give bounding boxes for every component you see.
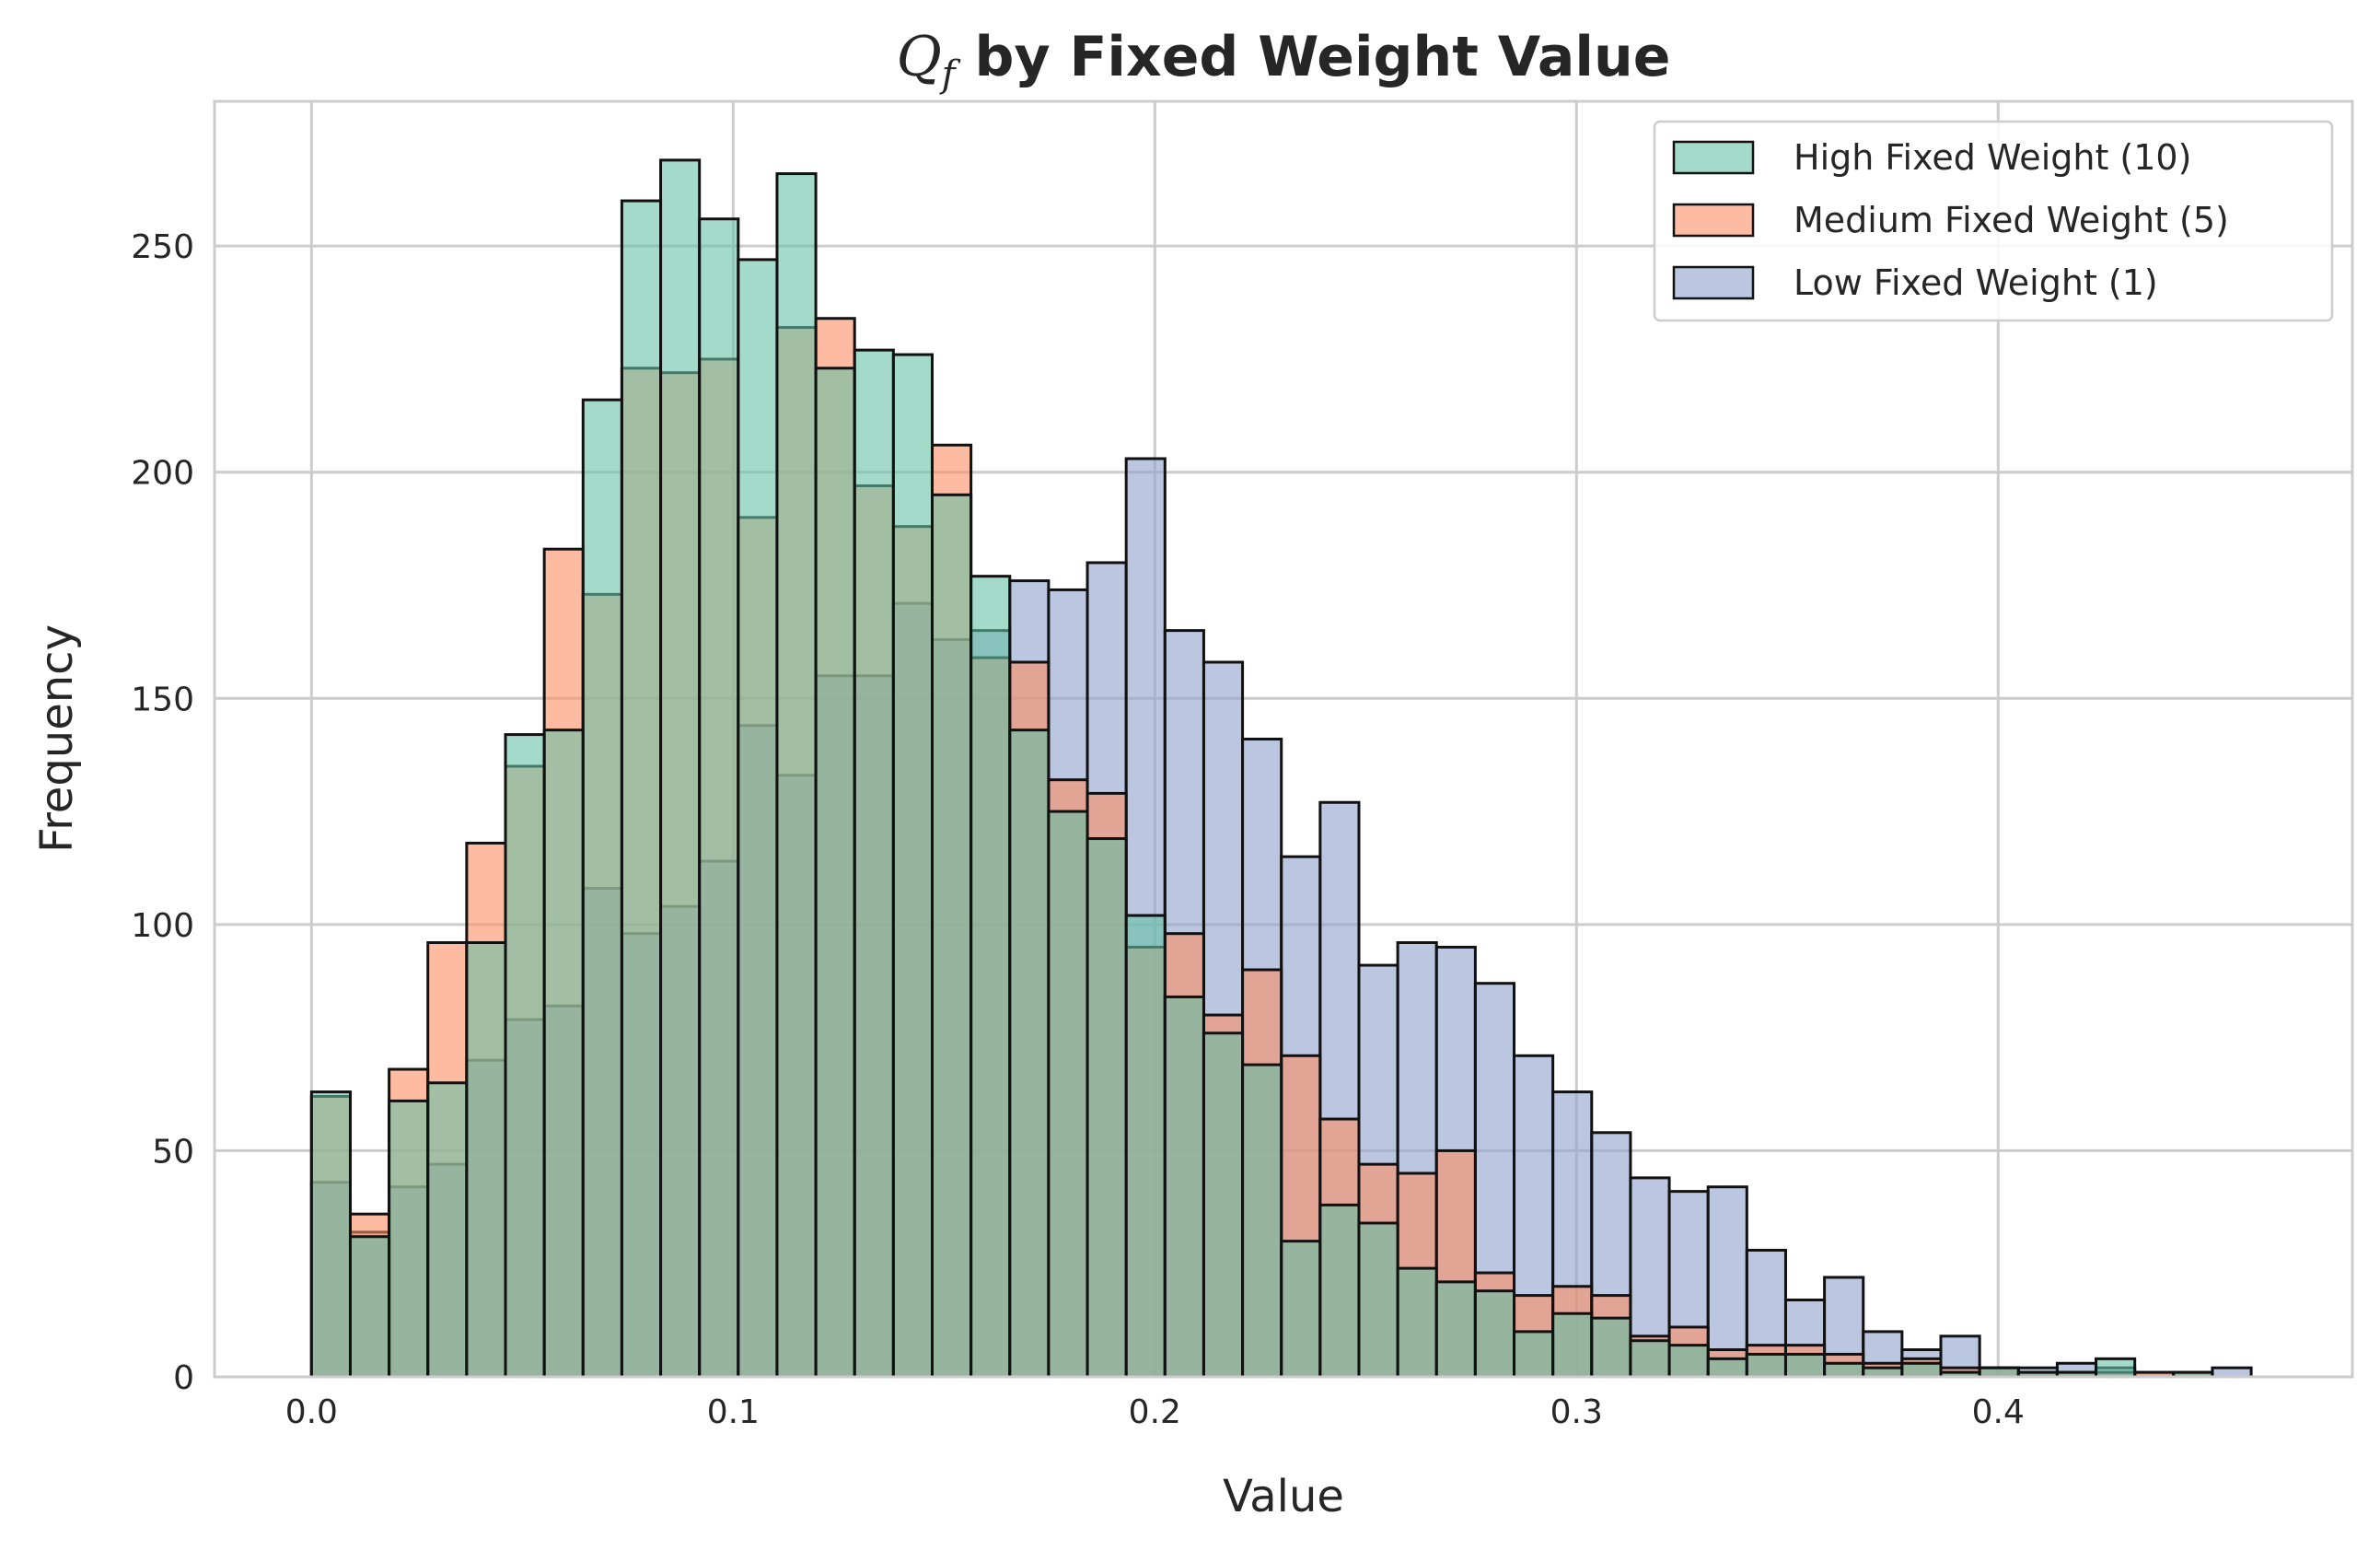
bar-high [348, 1235, 391, 1379]
bar-high [1473, 1289, 1516, 1379]
x-axis-ticks: 0.0 0.1 0.2 0.3 0.4 [285, 1393, 2025, 1431]
y-tick-label: 0 [173, 1359, 194, 1397]
bar-high [1823, 1361, 1865, 1379]
x-tick-label: 0.4 [1972, 1393, 2025, 1431]
histogram-bars [309, 158, 2253, 1379]
bar-high [542, 728, 585, 1379]
plot-frame [213, 99, 2354, 1379]
bar-high [1163, 995, 1205, 1379]
chart-title: Qf by Fixed Weight Value [897, 25, 1671, 96]
legend-label-medium: Medium Fixed Weight (5) [1794, 200, 2229, 240]
bar-high [1745, 1352, 1787, 1379]
bar-high [969, 575, 1012, 1379]
bar-high [1900, 1361, 1943, 1379]
bar-high [698, 217, 740, 1379]
x-tick-label: 0.1 [707, 1393, 760, 1431]
bar-high [2095, 1357, 2137, 1379]
y-tick-label: 100 [131, 907, 194, 945]
legend-label-low: Low Fixed Weight (1) [1794, 262, 2158, 303]
bar-high [465, 941, 507, 1379]
bar-high [1047, 810, 1089, 1379]
title-text-rest: by Fixed Weight Value [956, 25, 1671, 89]
bar-high [1357, 1221, 1399, 1379]
bar-high [620, 199, 663, 1379]
bar-high [1629, 1339, 1671, 1379]
bar-high [1783, 1352, 1827, 1379]
legend-label-high: High Fixed Weight (10) [1794, 137, 2191, 178]
bar-high [1590, 1316, 1632, 1379]
bar-high [737, 258, 779, 1379]
x-axis-label: Value [1223, 1471, 1344, 1522]
title-math-symbol: Q [897, 25, 942, 89]
bar-high [388, 1099, 430, 1379]
bar-high [930, 493, 973, 1379]
bar-high [1513, 1330, 1555, 1379]
bar-high [775, 172, 818, 1379]
legend-swatch-low [1672, 265, 1755, 300]
series-high [309, 158, 2214, 1379]
y-axis-label: Frequency [31, 624, 83, 853]
bar-high [1396, 1266, 1438, 1379]
bar-high [1086, 837, 1128, 1379]
bar-high [891, 353, 934, 1379]
bar-high [1667, 1344, 1710, 1379]
bar-high [309, 1090, 352, 1379]
y-tick-label: 200 [131, 455, 194, 493]
bar-high [659, 158, 702, 1379]
legend: High Fixed Weight (10) Medium Fixed Weig… [1653, 120, 2334, 322]
bar-high [1706, 1357, 1748, 1379]
x-tick-label: 0.3 [1550, 1393, 1603, 1431]
bar-high [853, 348, 895, 1379]
x-tick-label: 0.2 [1129, 1393, 1181, 1431]
y-tick-label: 250 [131, 228, 194, 266]
bar-high [1434, 1280, 1477, 1379]
bar-high [1318, 1203, 1361, 1379]
bar-high [581, 398, 623, 1379]
legend-frame [1653, 120, 2334, 322]
bar-high [1202, 1031, 1245, 1379]
bar-high [1241, 1063, 1283, 1379]
legend-swatch-high [1672, 140, 1755, 175]
x-tick-label: 0.0 [285, 1393, 338, 1431]
bar-high [426, 1081, 469, 1379]
bar-high [1008, 728, 1051, 1379]
bar-high [1124, 914, 1167, 1379]
y-tick-label: 150 [131, 681, 194, 718]
legend-swatch-medium [1672, 203, 1755, 238]
bar-high [504, 733, 546, 1379]
bar-high [814, 367, 856, 1379]
bar-high [1551, 1311, 1594, 1379]
y-axis-ticks: 0 50 100 150 200 250 [131, 228, 194, 1397]
bar-high [1280, 1240, 1322, 1379]
y-tick-label: 50 [152, 1133, 194, 1171]
